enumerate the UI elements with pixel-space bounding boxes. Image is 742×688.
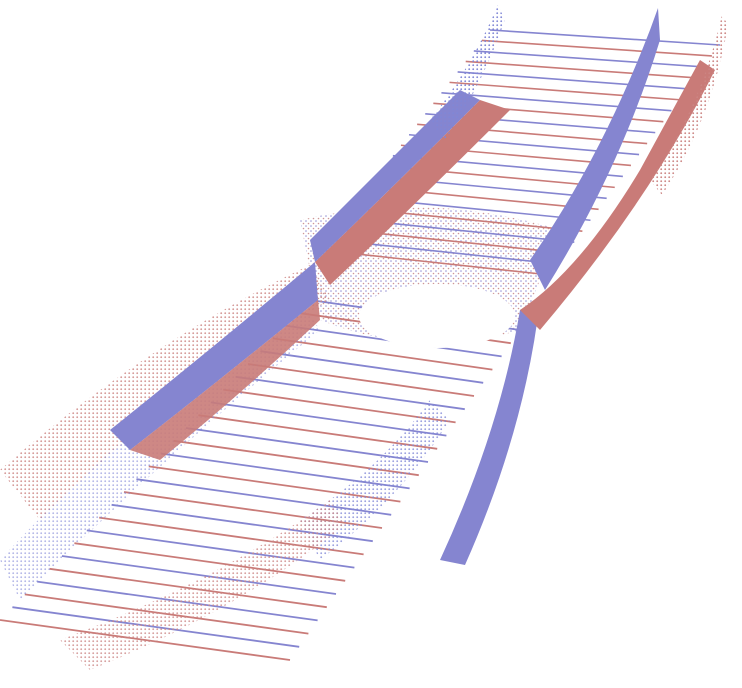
rung-line xyxy=(465,60,696,79)
rung-line xyxy=(449,81,680,101)
blue-band-right xyxy=(440,300,540,565)
upper-right-dots xyxy=(650,15,728,195)
center-hole xyxy=(359,284,515,348)
rung-line xyxy=(489,29,721,46)
rung-line xyxy=(247,363,475,397)
blue-band-left xyxy=(110,262,318,450)
rung-line xyxy=(86,529,355,569)
rung-line xyxy=(61,555,337,595)
rung-line xyxy=(272,337,493,371)
blue-band-upper-left xyxy=(310,90,480,262)
rung-line xyxy=(235,375,465,411)
rung-line xyxy=(260,350,484,384)
bottom-dots-red xyxy=(60,500,345,670)
rung-line xyxy=(223,388,456,424)
rung-line xyxy=(481,39,712,57)
red-band-left xyxy=(130,300,320,460)
upper-left-dots xyxy=(430,5,505,140)
blue-band-far-right xyxy=(530,8,660,290)
rung-line xyxy=(74,542,346,582)
rung-line xyxy=(473,50,704,68)
red-band-upper-left xyxy=(315,100,510,285)
rung-line xyxy=(457,71,688,90)
red-band-right xyxy=(520,60,715,330)
